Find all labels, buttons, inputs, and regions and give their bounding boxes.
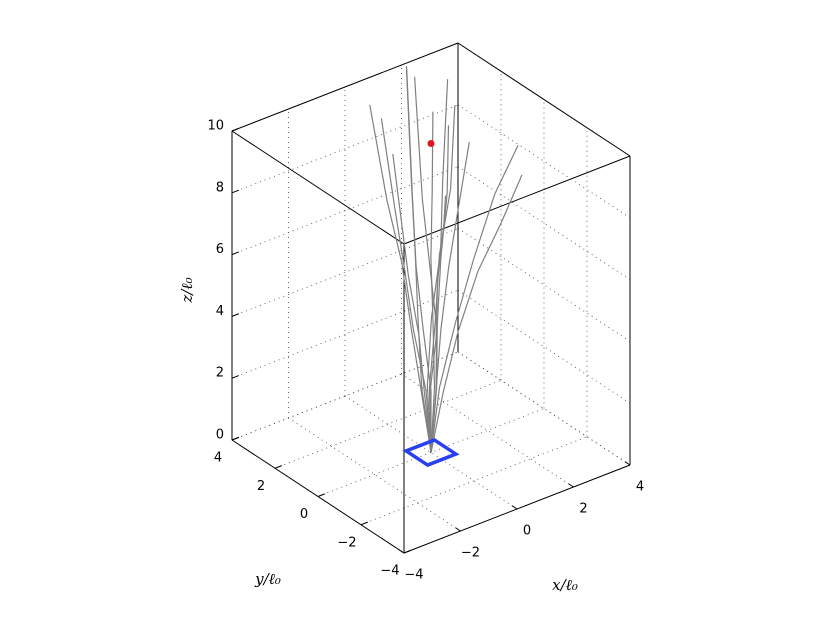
z-tick-label: 10 <box>207 119 224 134</box>
x-tick <box>511 505 518 510</box>
z-tick-label: 4 <box>216 304 224 319</box>
x-tick-label: 0 <box>523 524 531 539</box>
grid-line <box>231 289 459 379</box>
z-tick-label: 0 <box>216 428 224 443</box>
box-edge <box>231 42 459 132</box>
trajectory <box>428 105 456 453</box>
grid-line <box>457 289 631 404</box>
y-tick-label: −2 <box>337 535 356 550</box>
box-edge <box>231 130 405 245</box>
z-tick-label: 2 <box>216 366 224 381</box>
y-tick <box>360 521 368 526</box>
z-tick <box>231 251 239 256</box>
target-point <box>427 140 435 147</box>
grid-line <box>274 379 502 469</box>
y-tick-label: 2 <box>257 479 265 494</box>
x-tick <box>568 483 574 488</box>
trajectory <box>392 153 432 453</box>
box-edge <box>457 42 631 157</box>
x-tick <box>624 461 631 466</box>
trajectory <box>430 125 450 453</box>
x-tick-label: −4 <box>404 568 423 583</box>
box-edge <box>403 155 631 245</box>
z-tick-label: 6 <box>216 242 224 257</box>
grid-line <box>360 436 588 526</box>
x-tick-label: 2 <box>579 502 587 517</box>
z-tick-label: 8 <box>216 180 224 195</box>
y-axis-label: y/ℓ₀ <box>254 570 281 588</box>
x-tick <box>455 527 461 532</box>
grid-line <box>317 408 545 497</box>
grid-line <box>231 104 459 194</box>
z-tick <box>231 313 239 317</box>
trajectory <box>369 104 432 453</box>
trajectory <box>426 79 449 453</box>
y-tick-label: 4 <box>214 451 222 466</box>
x-tick-label: 4 <box>636 480 644 495</box>
grid-line <box>231 351 459 441</box>
trajectory <box>430 145 519 453</box>
z-tick <box>231 375 239 379</box>
trajectory <box>380 118 432 453</box>
z-tick <box>231 436 239 441</box>
y-tick-label: 0 <box>300 507 308 522</box>
trajectory <box>430 174 523 453</box>
z-axis-label: z/ℓ₀ <box>178 277 196 303</box>
y-tick <box>403 549 411 554</box>
z-tick <box>231 127 239 132</box>
x-axis-label: x/ℓ₀ <box>552 576 578 594</box>
grid-line <box>457 228 631 342</box>
grid-line <box>231 166 459 255</box>
grid-line <box>231 228 459 317</box>
grid-line <box>457 104 631 219</box>
x-tick <box>398 549 405 554</box>
y-tick <box>317 493 325 497</box>
z-tick <box>231 189 239 194</box>
source-box <box>402 437 460 468</box>
y-tick <box>274 465 282 469</box>
trajectory <box>406 68 432 453</box>
y-tick-label: −4 <box>380 564 399 579</box>
x-tick-label: −2 <box>461 546 480 561</box>
